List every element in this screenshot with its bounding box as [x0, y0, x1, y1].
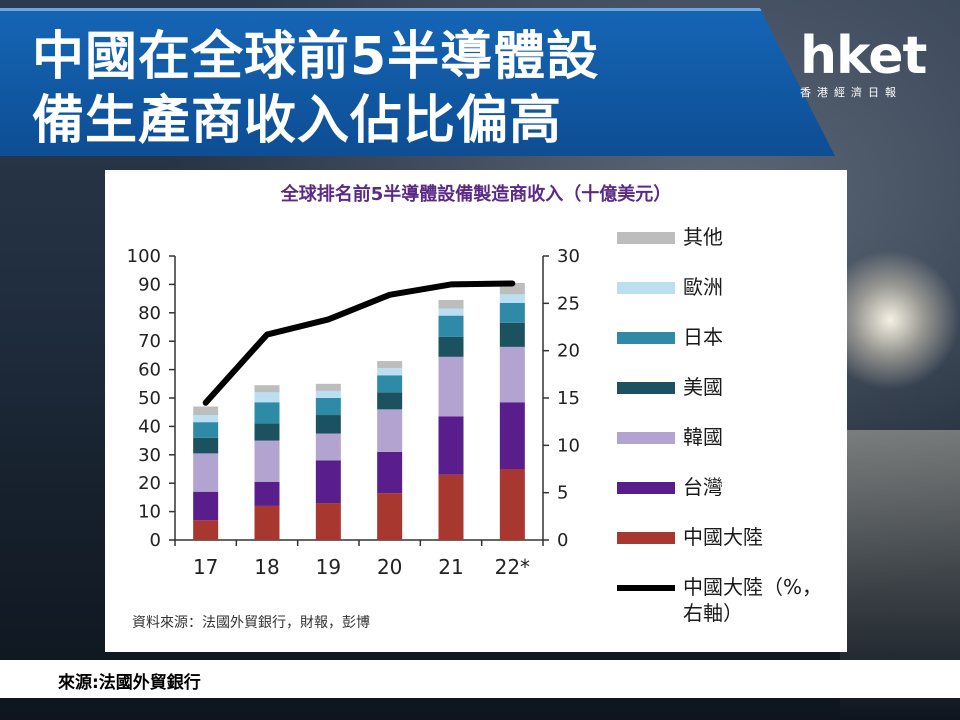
- bar-segment: [315, 390, 341, 398]
- hket-logo: hket 香港經濟日報: [800, 28, 940, 108]
- legend-line-china-share: [617, 585, 675, 591]
- y-tick-label-right: 30: [557, 246, 580, 267]
- legend-label-other: 其他: [683, 225, 723, 249]
- legend-swatch-usa: [617, 382, 675, 394]
- bar-segment: [254, 402, 280, 424]
- bar-segment: [193, 491, 219, 521]
- y-tick-label-right: 10: [557, 435, 580, 456]
- y-tick-label-left: 30: [138, 445, 161, 466]
- x-tick-label: 21: [438, 555, 463, 579]
- y-tick-label-left: 60: [138, 360, 161, 381]
- page-title-line-1: 中國在全球前5半導體設: [32, 27, 600, 87]
- page-title-line-2: 備生產商收入佔比偏高: [32, 91, 563, 151]
- bar-segment: [315, 415, 341, 434]
- x-tick-label: 18: [254, 555, 279, 579]
- chart-card: 全球排名前5半導體設備製造商收入（十億美元） 0 10 20 30 40 50 60 70 80…: [105, 170, 847, 652]
- y-tick-label-right: 25: [557, 293, 580, 314]
- bar-segment: [499, 302, 525, 323]
- bar-segment: [377, 392, 403, 410]
- y-tick-label-left: 10: [138, 502, 161, 523]
- legend-swatch-taiwan: [617, 482, 675, 494]
- page-title: 中國在全球前5半導體設 備生產商收入佔比偏高: [32, 25, 762, 153]
- bar-segment: [377, 375, 403, 393]
- bar-segment: [254, 392, 280, 403]
- legend-label-korea: 韓國: [683, 425, 723, 449]
- chart-source-note: 資料來源：法國外貿銀行，財報，彭博: [132, 615, 370, 631]
- bar-segment: [315, 398, 341, 416]
- title-banner: 中國在全球前5半導體設 備生產商收入佔比偏高: [0, 8, 835, 156]
- bar-segment: [254, 423, 280, 441]
- china-share-line: [202, 280, 516, 406]
- bar-segment: [315, 460, 341, 504]
- legend-swatch-japan: [617, 332, 675, 344]
- bar-segment: [438, 474, 464, 540]
- y-tick-label-left: 50: [138, 388, 161, 409]
- bar-segment: [315, 503, 341, 540]
- y-tick-label-left: 100: [127, 246, 161, 267]
- bar-segment: [193, 415, 219, 423]
- legend-label-europe: 歐洲: [683, 275, 723, 299]
- bar-segment: [499, 322, 525, 347]
- bar-segment: [193, 422, 219, 438]
- chart-title: 全球排名前5半導體設備製造商收入（十億美元）: [280, 184, 672, 205]
- bar-segment: [315, 383, 341, 391]
- y-tick-label-left: 70: [138, 331, 161, 352]
- bar-segment: [254, 385, 280, 393]
- bar-segment: [377, 368, 403, 376]
- bar-segment: [499, 346, 525, 403]
- bar-segment: [438, 308, 464, 316]
- bar-segment: [377, 451, 403, 494]
- bar-segment: [254, 481, 280, 506]
- y-tick-label-right: 5: [557, 483, 568, 504]
- legend-label-china: 中國大陸: [683, 525, 763, 549]
- bar-segment: [377, 493, 403, 540]
- footer-source-text: 來源:法國外貿銀行: [58, 673, 201, 693]
- y-tick-label-left: 80: [138, 303, 161, 324]
- y-tick-label-left: 0: [150, 530, 161, 551]
- legend-swatch-korea: [617, 432, 675, 444]
- legend-label-japan: 日本: [683, 325, 723, 349]
- bar-segment: [499, 294, 525, 303]
- legend-label-china-share-line2: 右軸）: [683, 601, 743, 625]
- bar-segment: [438, 315, 464, 337]
- bar-segment: [193, 520, 219, 540]
- x-tick-label: 20: [377, 555, 402, 579]
- y-tick-label-right: 20: [557, 341, 580, 362]
- y-tick-label-right: 15: [557, 388, 580, 409]
- legend-label-usa: 美國: [683, 375, 723, 399]
- legend-swatch-china: [617, 532, 675, 544]
- bar-segment: [438, 356, 464, 417]
- bar-segment: [254, 440, 280, 482]
- legend-swatch-other: [617, 232, 675, 244]
- bar-segment: [438, 300, 464, 309]
- bar-segment: [193, 437, 219, 454]
- legend-label-china-share-line1: 中國大陸（%，: [683, 575, 823, 599]
- y-tick-label-left: 20: [138, 473, 161, 494]
- bar-segment: [499, 469, 525, 540]
- stacked-bar-chart: 0 10 20 30 40 50 60 70 80 90 100 0 5 10 15 20 25 30 17 18 19…: [127, 246, 580, 579]
- bar-segment: [315, 433, 341, 461]
- x-tick-label: 17: [193, 555, 218, 579]
- x-tick-label: 19: [316, 555, 341, 579]
- bar-segment: [499, 402, 525, 469]
- logo-subtitle: 香港經濟日報: [800, 86, 902, 99]
- legend-label-taiwan: 台灣: [683, 475, 723, 499]
- bar-segment: [377, 409, 403, 452]
- y-tick-label-left: 40: [138, 416, 161, 437]
- logo-wordmark: hket: [800, 26, 927, 86]
- bar-segment: [193, 406, 219, 416]
- bar-segment: [193, 453, 219, 492]
- y-tick-label-right: 0: [557, 530, 568, 551]
- bar-segment: [499, 282, 525, 295]
- bar-segment: [254, 505, 280, 540]
- footer-source-bar: 來源:法國外貿銀行: [0, 660, 960, 698]
- bar-segment: [377, 361, 403, 369]
- legend-swatch-europe: [617, 282, 675, 294]
- y-tick-label-left: 90: [138, 274, 161, 295]
- x-tick-label: 22*: [495, 555, 530, 579]
- bar-segment: [438, 336, 464, 357]
- bar-segment: [438, 416, 464, 475]
